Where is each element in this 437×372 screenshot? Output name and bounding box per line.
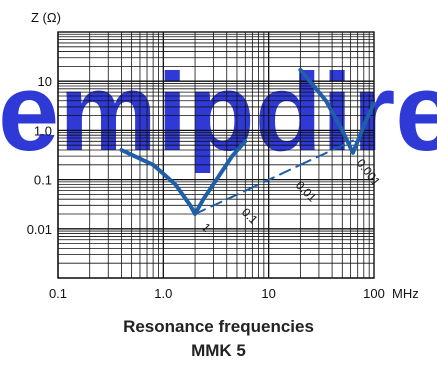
grid (57, 32, 374, 279)
y-tick-label: 0.1 (34, 173, 52, 188)
series-value-label: 0.1 (239, 205, 261, 227)
x-axis-label: MHz (392, 286, 419, 301)
y-tick-label: 0.01 (27, 222, 52, 237)
x-tick-label: 0.1 (49, 286, 67, 301)
series-line (299, 139, 354, 166)
series-line (194, 188, 249, 215)
series-line (246, 163, 302, 191)
y-tick-label: 10 (38, 74, 52, 89)
y-tick-label: 1.0 (34, 123, 52, 138)
x-tick-label: 100 (363, 286, 385, 301)
x-tick-label: 10 (261, 286, 275, 301)
y-axis-label: Z (Ω) (31, 10, 61, 25)
series-layer (119, 67, 376, 216)
series-value-label: 1 (199, 220, 214, 235)
series-line (298, 67, 376, 155)
caption-title: Resonance frequencies (123, 317, 314, 336)
plot-frame (57, 31, 375, 279)
x-tick-label: 1.0 (154, 286, 172, 301)
caption-subtitle: MMK 5 (191, 341, 246, 360)
